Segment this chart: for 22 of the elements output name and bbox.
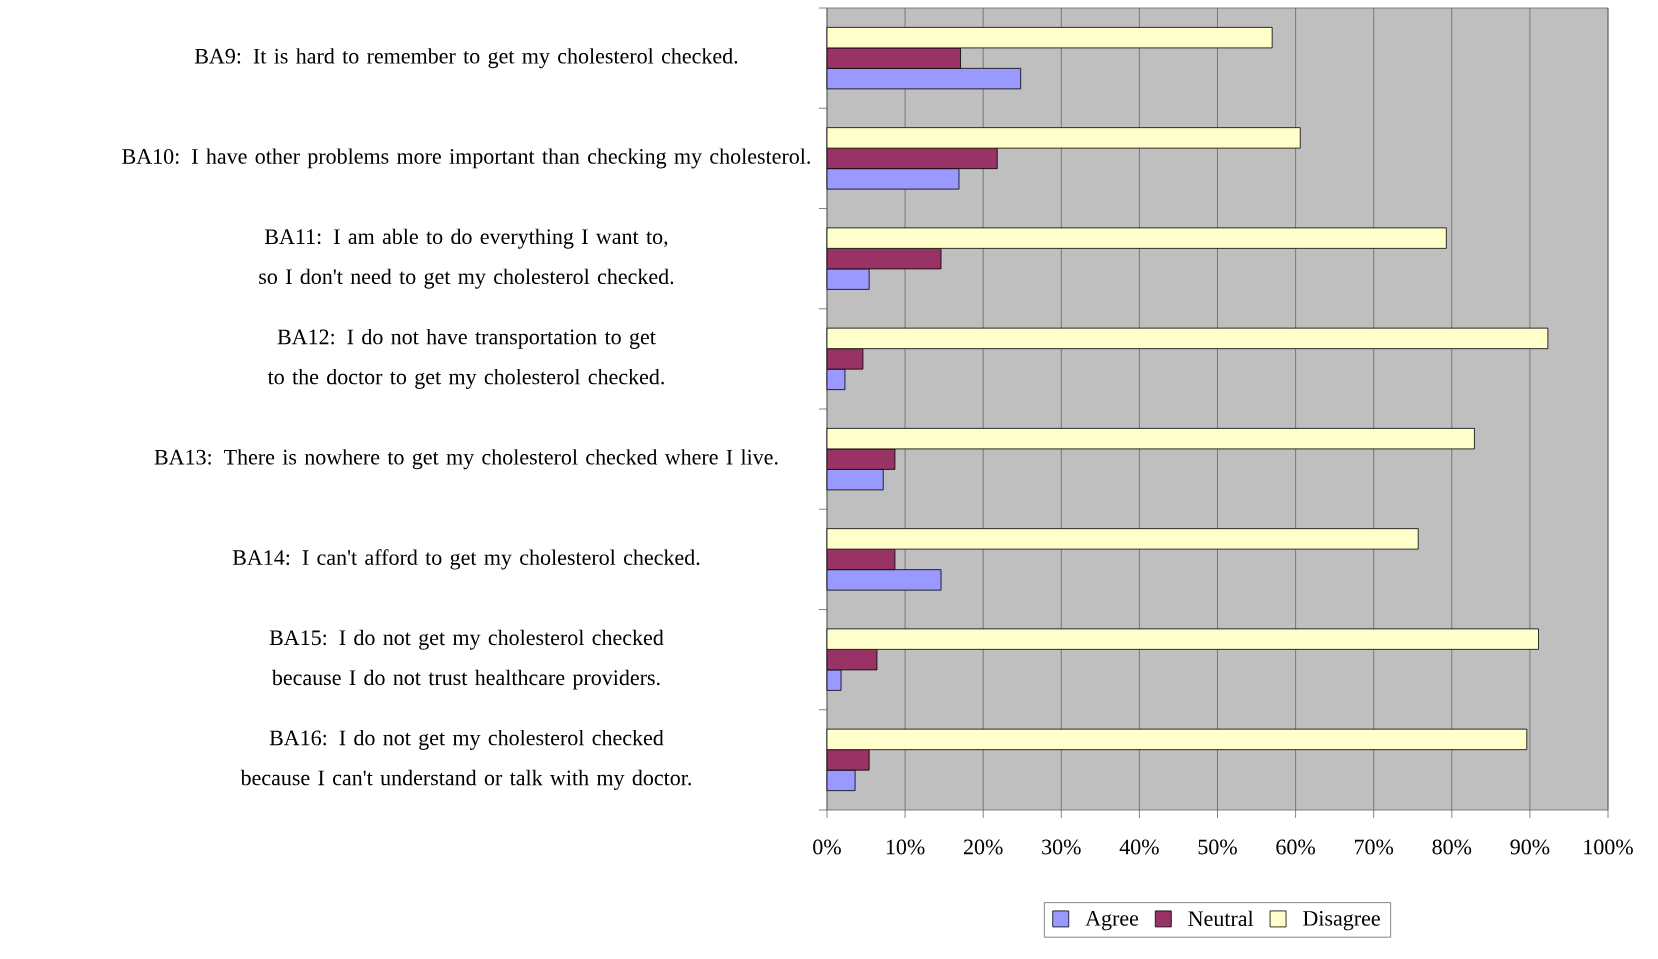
- legend-label: Disagree: [1303, 910, 1380, 931]
- legend-label: Agree: [1085, 911, 1139, 931]
- legend-label: Neutral: [1188, 910, 1254, 927]
- x-tick-label: 80%: [1432, 839, 1472, 855]
- y-tick-label: BA11: I am able to do everything I want to, so I don't need to get my cholesterol checked.: [259, 228, 674, 289]
- y-tick-label: BA13: There is nowhere to get my cholesterol checked where I live.: [154, 449, 778, 470]
- x-tick-label: 0%: [813, 839, 841, 855]
- y-tick-label: BA12: I do not have transportation to get to the doctor to get my cholesterol checked.: [267, 328, 664, 389]
- x-tick-label: 10%: [886, 839, 925, 855]
- y-tick-label: BA15: I do not get my cholesterol checked because I do not trust healthcare providers.: [269, 629, 664, 690]
- x-tick-label: 30%: [1042, 839, 1081, 855]
- x-tick-label: 40%: [1119, 839, 1159, 855]
- x-tick-label: 50%: [1198, 839, 1237, 855]
- y-tick-label: BA14: I can't afford to get my cholesterol checked.: [232, 549, 700, 570]
- y-tick-label: BA16: I do not get my cholesterol checked because I can't understand or talk with my doctor.: [240, 729, 691, 790]
- x-tick-label: 90%: [1510, 839, 1550, 855]
- y-tick-label: BA10: I have other problems more important than checking my cholesterol.: [122, 148, 810, 169]
- x-tick-label: 60%: [1276, 839, 1316, 855]
- x-tick-label: 100%: [1584, 839, 1633, 855]
- x-tick-label: 20%: [964, 839, 1003, 855]
- x-tick-label: 70%: [1354, 839, 1394, 855]
- y-tick-label: BA9: It is hard to remember to get my cholesterol checked.: [194, 48, 738, 69]
